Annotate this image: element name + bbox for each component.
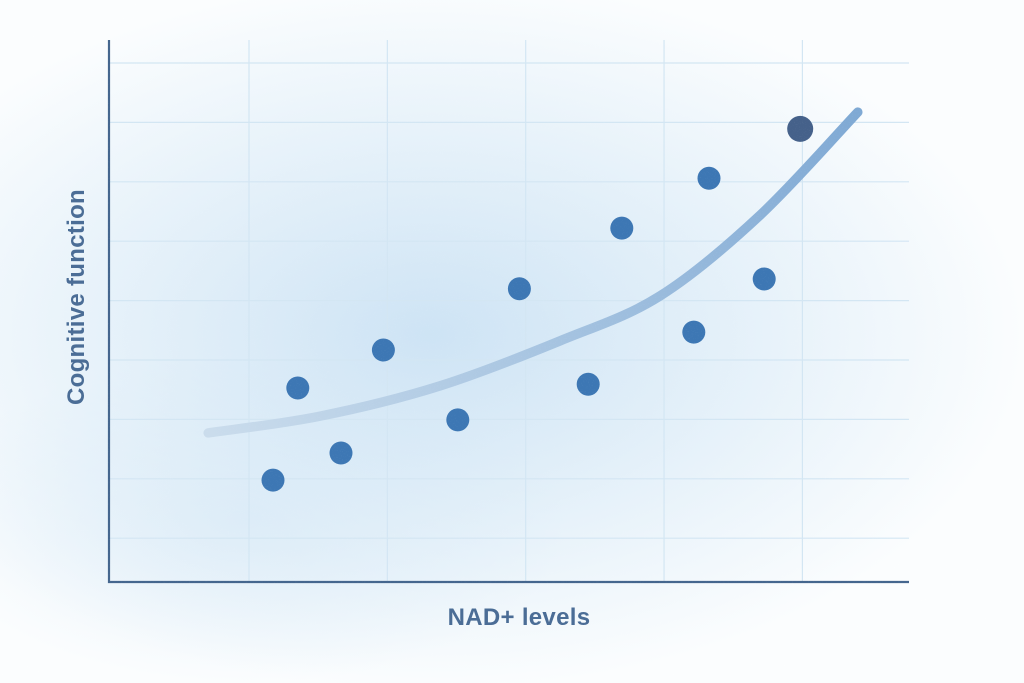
data-point-emphasis: [787, 115, 814, 142]
axes: [107, 40, 909, 584]
data-point: [507, 277, 531, 301]
data-point: [682, 320, 706, 344]
y-axis-label: Cognitive function: [63, 188, 90, 406]
data-point: [752, 267, 776, 291]
data-point: [446, 408, 470, 432]
data-point: [610, 216, 634, 240]
data-point: [371, 338, 395, 362]
data-point: [697, 166, 721, 190]
gridlines: [109, 40, 909, 582]
data-point: [329, 441, 353, 465]
data-point: [286, 376, 310, 400]
x-axis-label: NAD+ levels: [447, 604, 591, 631]
data-points: [261, 115, 814, 492]
data-point: [261, 468, 285, 492]
data-point: [576, 372, 600, 396]
